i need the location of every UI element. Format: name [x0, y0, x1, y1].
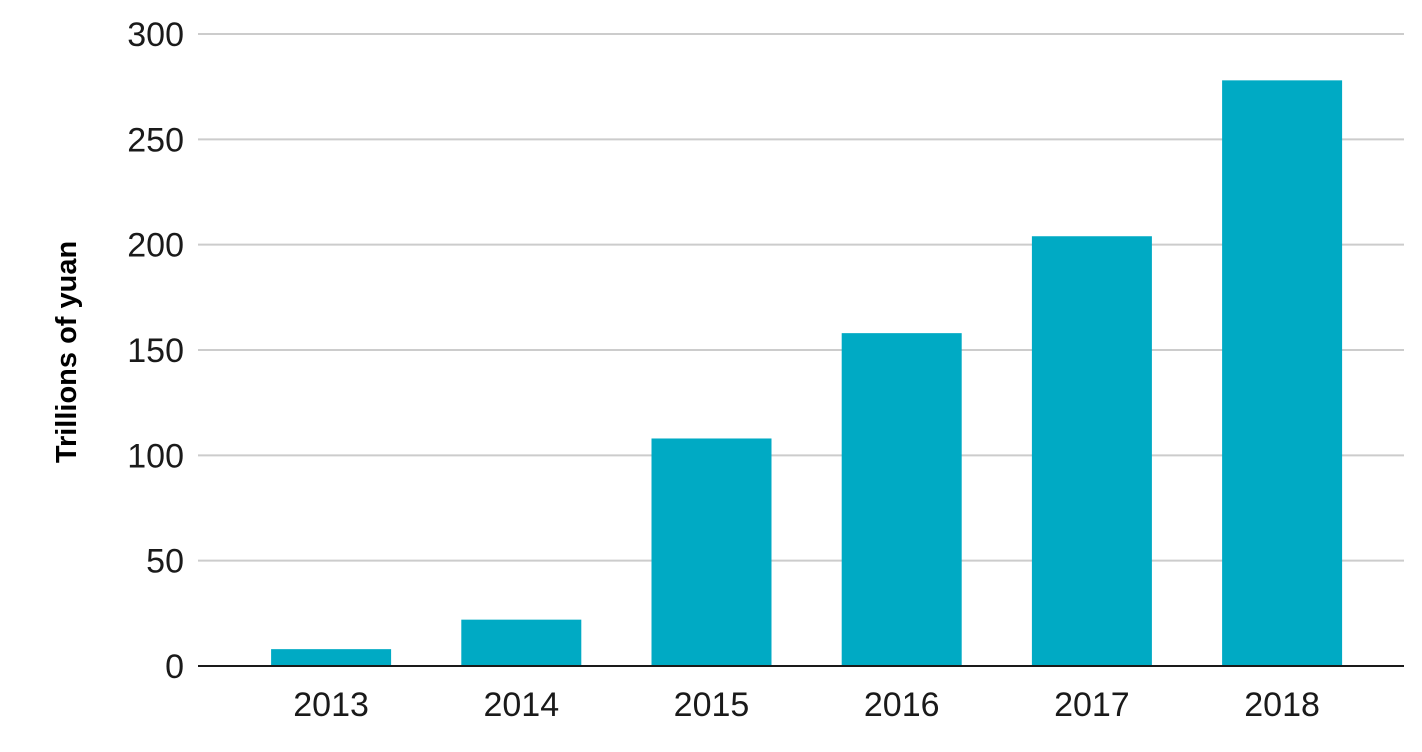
y-tick-label: 250 [127, 121, 184, 159]
x-tick-label: 2014 [483, 686, 559, 724]
y-tick-label: 150 [127, 332, 184, 370]
bar-2018 [1222, 80, 1343, 666]
y-tick-label: 300 [127, 16, 184, 54]
y-axis-title: Trillions of yuan [51, 241, 83, 463]
bar-2014 [461, 619, 582, 666]
x-axis-ticks: 2013 2014 2015 2016 2017 2018 [293, 686, 1320, 724]
y-tick-label: 200 [127, 227, 184, 265]
bar-2016 [841, 333, 962, 666]
x-tick-label: 2015 [674, 686, 750, 724]
y-tick-label: 100 [127, 437, 184, 475]
y-tick-label: 0 [165, 648, 184, 686]
gridlines [198, 33, 1404, 562]
bars [271, 80, 1343, 667]
x-tick-label: 2013 [293, 686, 369, 724]
x-tick-label: 2018 [1244, 686, 1320, 724]
bar-2015 [651, 438, 772, 666]
x-tick-label: 2017 [1054, 686, 1130, 724]
bar-2017 [1031, 236, 1152, 667]
y-tick-label: 50 [146, 543, 184, 581]
x-tick-label: 2016 [864, 686, 940, 724]
bar-2013 [271, 649, 392, 666]
y-axis-ticks: 0 50 100 150 200 250 300 [127, 16, 184, 686]
